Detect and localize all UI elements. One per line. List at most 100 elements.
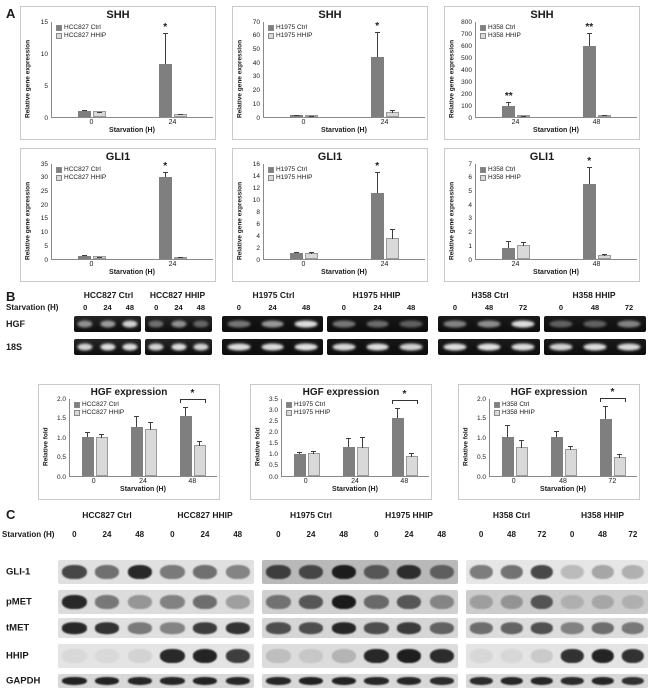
error-bar	[617, 453, 622, 458]
blot-band	[298, 595, 324, 609]
y-tick-label: 3.5	[268, 395, 278, 403]
gel-lane-label: 72	[518, 303, 528, 312]
gel-band	[99, 343, 116, 351]
error-bar	[389, 229, 395, 239]
x-axis-label: Starvation (H)	[332, 486, 378, 493]
bar-group	[557, 33, 638, 117]
legend-swatch	[480, 174, 486, 181]
bar-group	[557, 167, 638, 259]
legend-item: H358 HHIP	[494, 409, 535, 416]
gel-band	[399, 320, 423, 328]
y-tick-label: 0.5	[476, 454, 486, 461]
chart-title: GLI1	[529, 151, 555, 163]
bar	[305, 252, 319, 259]
bar-group	[588, 405, 637, 476]
bar	[515, 439, 528, 476]
blot-group-header: H358 HHIP	[581, 510, 624, 520]
blot-band	[127, 622, 152, 634]
chart-hgf-hcc827: HGF expression Relative fold 0.0 0.5 1.0 1.5 2…	[38, 384, 220, 500]
gel-band	[332, 320, 356, 328]
gel-strip-hgf	[544, 316, 646, 332]
significance-star: **	[585, 22, 594, 33]
x-axis-label: Starvation (H)	[540, 486, 586, 493]
y-tick-label: 0.0	[56, 473, 66, 481]
y-tick-label: 4	[256, 232, 260, 240]
starvation-label: Starvation (H)	[6, 303, 59, 312]
blot-band	[331, 595, 356, 609]
legend-label: HCC827 Ctrl	[64, 166, 101, 173]
blot-band	[160, 649, 185, 663]
blot-band	[500, 622, 523, 634]
blot-band	[621, 565, 645, 579]
bar	[405, 452, 418, 476]
blot-band	[429, 622, 454, 634]
bar	[370, 32, 384, 117]
bar	[307, 451, 320, 476]
error-bar	[309, 252, 315, 254]
gel-band	[583, 320, 607, 328]
chart-shh-h358: SHH Relative gene expression 0 100 200 300 400…	[444, 6, 640, 140]
y-tick-label: 6	[468, 174, 472, 182]
blot-band	[530, 622, 554, 634]
gel-group-header: HCC827 Ctrl	[83, 290, 134, 300]
blot-lane-label: 48	[233, 530, 243, 539]
gel-band	[261, 320, 284, 328]
error-bar	[601, 253, 607, 256]
blot-band	[364, 565, 389, 579]
gel-group-header: HCC827 HHIP	[149, 290, 206, 300]
blot-lane-label: 48	[339, 530, 349, 539]
gel-band	[122, 343, 138, 351]
bar	[597, 253, 611, 259]
bar-group	[331, 436, 380, 476]
blot-band	[266, 595, 291, 609]
significance-bracket	[179, 398, 206, 403]
error-bar	[85, 432, 90, 437]
gel-band	[511, 343, 535, 351]
y-tick-label: 70	[252, 18, 260, 26]
legend-label: H358 Ctrl	[502, 401, 530, 408]
blot-band	[469, 649, 493, 663]
legend-label: H1975 HHIP	[276, 32, 313, 39]
gel-band	[170, 343, 187, 351]
gel-lane-label: 0	[83, 303, 88, 312]
significance-star: *	[163, 160, 168, 172]
blot-strip	[262, 560, 458, 584]
blot-lane-label: 24	[306, 530, 316, 539]
error-bar	[99, 434, 104, 438]
error-bar	[506, 241, 512, 249]
blot-lane-label: 72	[628, 530, 638, 539]
blot-band	[225, 676, 250, 686]
legend-swatch	[480, 32, 486, 39]
blot-strip	[58, 674, 254, 688]
y-tick-label: 12	[252, 184, 260, 192]
error-bar	[374, 172, 380, 193]
significance-star: *	[190, 387, 195, 399]
x-tick-label: 24	[380, 119, 389, 126]
y-tick-label: 20	[40, 201, 48, 209]
blot-band	[192, 676, 218, 686]
chart-gli1-h358: GLI1 Relative gene expression 0 1 2 3 4 5 6 7 * H35…	[444, 148, 640, 282]
plot-area: * H1975 Ctrl H1975 HHIP	[263, 21, 425, 118]
bar-group	[70, 432, 119, 476]
gel-band	[170, 320, 187, 328]
legend-item: H1975 Ctrl	[268, 166, 313, 173]
chart-gli1-h1975: GLI1 Relative gene expression 0 2 4 6 8 10 12 14 1…	[232, 148, 428, 282]
blot-band	[160, 595, 185, 609]
blot-group-header: HCC827 HHIP	[177, 510, 233, 520]
blot-band	[364, 595, 389, 609]
y-axis-ticks: 0 10 20 30 40 50 60 70	[245, 18, 263, 122]
blot-band	[591, 595, 614, 609]
blot-lane-label: 0	[569, 530, 575, 539]
legend: H358 Ctrl H358 HHIP	[494, 401, 535, 416]
y-tick-label: 16	[252, 160, 260, 168]
blot-band	[331, 676, 356, 686]
y-tick-label: 30	[252, 73, 260, 81]
gel-band	[443, 320, 467, 328]
legend-label: H358 HHIP	[502, 409, 535, 416]
y-tick-label: 3.0	[268, 406, 278, 414]
blot-band	[500, 595, 523, 609]
gel-strip-hgf	[327, 316, 428, 332]
gel-lane-label: 48	[196, 303, 205, 312]
bar-group	[52, 109, 133, 117]
blot-lane-label: 48	[507, 530, 516, 539]
